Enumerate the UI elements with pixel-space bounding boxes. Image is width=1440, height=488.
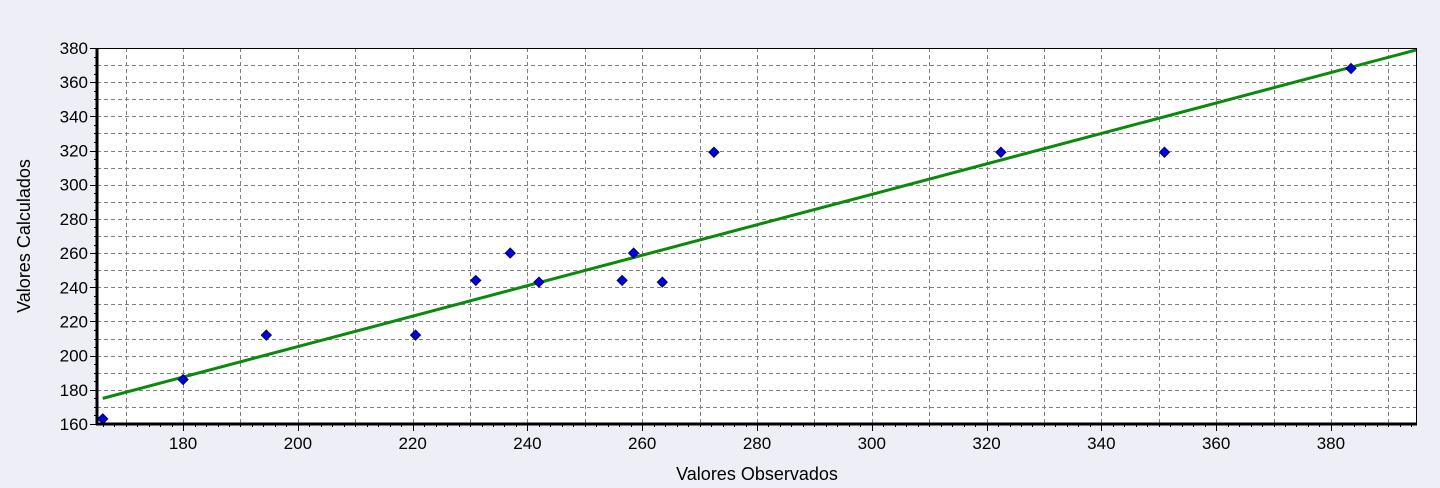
y-tick-label: 180 [60,381,88,400]
y-tick-label: 280 [60,210,88,229]
y-tick-label: 260 [60,244,88,263]
data-point [708,146,720,158]
x-tick-label: 360 [1202,434,1230,453]
x-tick-label: 320 [972,434,1000,453]
y-tick-label: 380 [60,39,88,58]
y-tick-label: 320 [60,142,88,161]
x-tick-label: 180 [169,434,197,453]
data-points [97,62,1357,425]
data-point [995,146,1007,158]
x-tick-label: 240 [513,434,541,453]
x-tick-label: 260 [628,434,656,453]
y-tick-label: 360 [60,73,88,92]
y-tick-label: 240 [60,278,88,297]
fit-line [102,48,1418,400]
fit-line-layer [102,48,1418,400]
y-tick-label: 220 [60,312,88,331]
data-point [177,373,189,386]
data-point [409,329,422,341]
data-point [533,276,545,288]
y-tick-label: 200 [60,347,88,366]
y-tick-label: 300 [60,176,88,195]
y-axis-title: Valores Calculados [14,159,34,313]
x-tick-label: 300 [858,434,886,453]
x-tick-label: 200 [284,434,312,453]
y-tick-label: 160 [60,415,88,434]
y-tick-labels: 160 180 200 220 240 260 280 300 320 340 360 380 [60,39,88,434]
x-tick-label: 380 [1317,434,1345,453]
data-point [1158,146,1171,158]
y-tick-label: 340 [60,107,88,126]
data-point [627,247,640,259]
data-point [656,276,669,288]
x-tick-label: 220 [398,434,426,453]
x-tick-label: 280 [743,434,771,453]
x-tick-label: 340 [1087,434,1115,453]
data-point [1345,62,1357,75]
x-tick-labels: 180 200 220 240 260 280 300 320 340 360 380 [169,434,1345,453]
data-point [470,274,482,287]
data-point [504,247,516,259]
data-point [260,329,273,341]
tick-marks [90,48,1412,431]
x-axis-title: Valores Observados [676,464,838,484]
data-point [616,274,628,287]
